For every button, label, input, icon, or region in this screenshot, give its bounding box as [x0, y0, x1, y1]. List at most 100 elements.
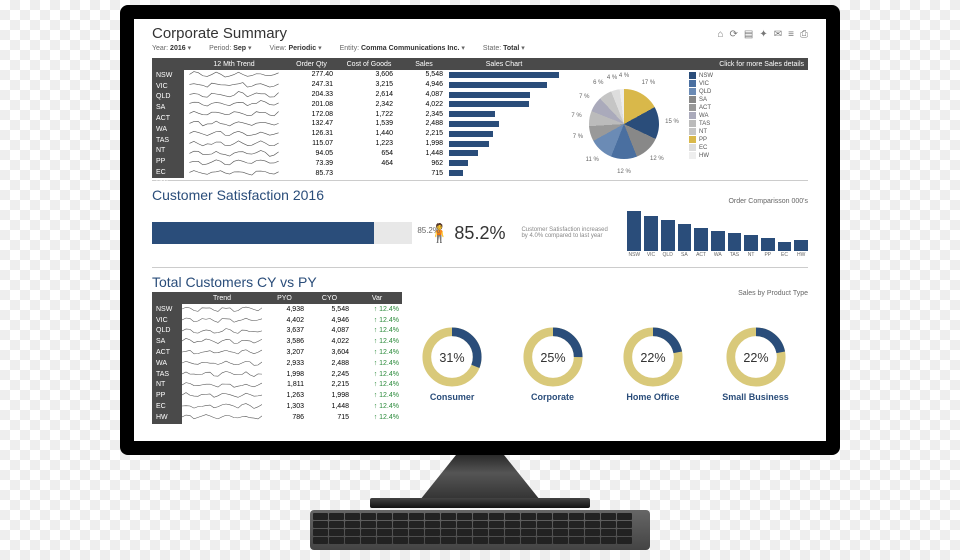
sales-bar [449, 129, 559, 139]
cell: 4,946 [307, 315, 352, 326]
comparison-bar: WA [711, 231, 725, 258]
refresh-icon[interactable]: ⟳ [730, 29, 738, 40]
pie-label: 4 % [619, 73, 629, 79]
legend-item: QLD [689, 88, 749, 95]
cell: 4,087 [399, 90, 449, 100]
legend-item: SA [689, 96, 749, 103]
comparison-bar: TAS [728, 233, 742, 258]
filter-period[interactable]: Sep [233, 45, 246, 52]
cell: 1,998 [262, 369, 307, 380]
cell: ↑ 12.4% [352, 358, 402, 369]
filter-state[interactable]: Total [503, 45, 519, 52]
cell: 4,402 [262, 315, 307, 326]
donut-chart: 22%Home Office [622, 326, 684, 402]
filter-entity[interactable]: Comma Communications Inc. [361, 45, 459, 52]
filter-view[interactable]: Periodic [289, 45, 317, 52]
filter-year[interactable]: 2016 [170, 45, 186, 52]
cell: 2,215 [307, 380, 352, 391]
cell: 715 [307, 412, 352, 423]
cy-header-band: Trend PYO CYO Var [152, 292, 402, 304]
cell: 4,938 [262, 304, 307, 315]
cell: 3,215 [339, 80, 399, 90]
legend-item: NSW [689, 72, 749, 79]
keyboard [310, 510, 650, 550]
pie-label: 12 % [650, 156, 664, 162]
cell: 3,586 [262, 336, 307, 347]
region-label: NSW [152, 304, 182, 315]
region-label: VIC [152, 315, 182, 326]
svg-text:31%: 31% [440, 351, 465, 365]
pie-label: 4 % [607, 75, 617, 81]
region-label: NSW [152, 70, 184, 81]
region-label: ACT [152, 347, 182, 358]
table-header-band: 12 Mth Trend Order Qty Cost of Goods Sal… [152, 58, 808, 70]
comparison-bar: EC [778, 242, 792, 258]
legend-item: TAS [689, 120, 749, 127]
legend-item: EC [689, 144, 749, 151]
cell: 715 [399, 168, 449, 178]
comparison-bar: PP [761, 238, 775, 258]
cell: 3,604 [307, 347, 352, 358]
cell: 786 [262, 412, 307, 423]
cell: 126.31 [284, 129, 339, 139]
print-icon[interactable]: ⎙ [800, 29, 808, 40]
cell: 1,303 [262, 401, 307, 412]
satisfaction-title: Customer Satisfaction 2016 [134, 183, 826, 205]
region-label: SA [152, 336, 182, 347]
comparison-bar: HW [794, 240, 808, 258]
pie-label: 6 % [593, 80, 603, 86]
satisfaction-value: 85.2% [454, 223, 505, 244]
cell [339, 168, 399, 178]
region-label: WA [152, 124, 184, 135]
sales-bar [449, 168, 559, 178]
legend-item: ACT [689, 104, 749, 111]
satisfaction-panel: 85.2% 🧍 85.2% Customer Satisfaction incr… [134, 205, 826, 265]
cell: 2,345 [399, 109, 449, 119]
cell: 464 [339, 158, 399, 168]
region-label: NT [152, 380, 182, 391]
legend-item: PP [689, 136, 749, 143]
cell: 1,539 [339, 119, 399, 129]
cell: 962 [399, 158, 449, 168]
pie-label: 17 % [642, 80, 656, 86]
region-label: NT [152, 146, 184, 157]
legend-item: WA [689, 112, 749, 119]
comparison-bar: QLD [661, 220, 675, 258]
cell: 1,448 [399, 149, 449, 159]
region-label: TAS [152, 369, 182, 380]
cell: 1,440 [339, 129, 399, 139]
sales-bar [449, 158, 559, 168]
cell: 4,087 [307, 326, 352, 337]
cell: 5,548 [399, 70, 449, 80]
cell: 2,245 [307, 369, 352, 380]
region-label: PP [152, 156, 184, 167]
cell: ↑ 12.4% [352, 369, 402, 380]
cell: 4,946 [399, 80, 449, 90]
monitor-bezel: Corporate Summary Year: 2016 ▾ Period: S… [120, 5, 840, 455]
filter-icon[interactable]: ≡ [788, 29, 794, 40]
cell: 73.39 [284, 158, 339, 168]
bookmark-icon[interactable]: ✦ [759, 29, 767, 40]
cell: 3,207 [262, 347, 307, 358]
monitor-base [370, 498, 590, 508]
cell: 2,215 [399, 129, 449, 139]
chat-icon[interactable]: ✉ [774, 29, 782, 40]
sales-bar [449, 90, 559, 100]
cell: ↑ 12.4% [352, 390, 402, 401]
legend-item: HW [689, 152, 749, 159]
sales-bar [449, 80, 559, 90]
sales-bar [449, 139, 559, 149]
region-label: TAS [152, 135, 184, 146]
cell: 1,223 [339, 139, 399, 149]
pie-label: 7 % [571, 113, 581, 119]
cell: 201.08 [284, 99, 339, 109]
layers-icon[interactable]: ▤ [744, 29, 753, 40]
region-label: QLD [152, 92, 184, 103]
cell: 654 [339, 149, 399, 159]
summary-panel: NSWVICQLDSAACTWATASNTPPECHW 277.40247.31… [152, 70, 808, 178]
cell: 2,488 [307, 358, 352, 369]
svg-text:22%: 22% [743, 351, 768, 365]
home-icon[interactable]: ⌂ [717, 29, 723, 40]
legend-item: NT [689, 128, 749, 135]
donut-chart: 25%Corporate [522, 326, 584, 402]
